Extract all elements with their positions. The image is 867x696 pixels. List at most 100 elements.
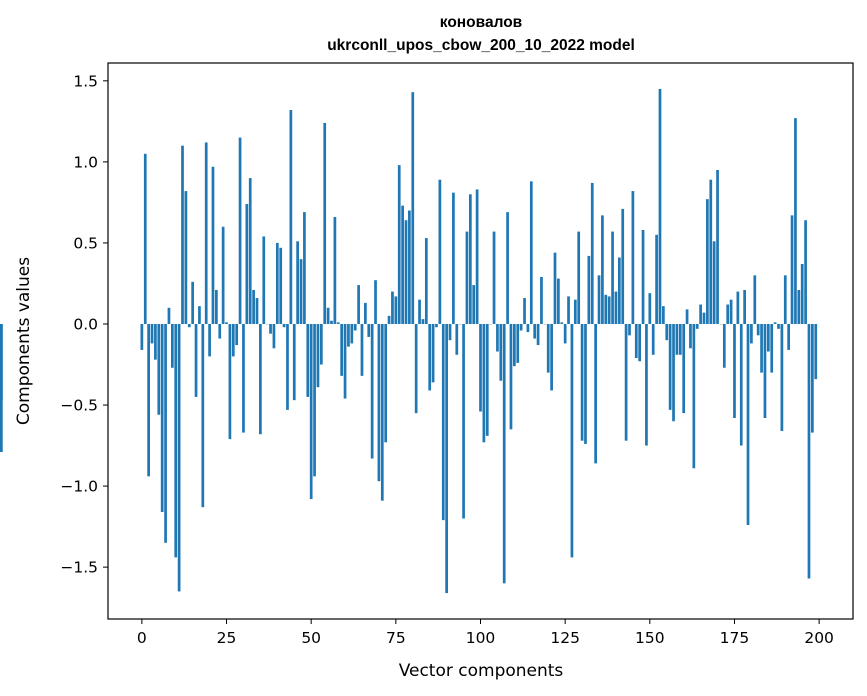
bar-185 (766, 323, 770, 352)
bar-5 (157, 323, 161, 415)
bar-187 (773, 322, 777, 324)
bar-83 (421, 319, 425, 324)
y-tick-label: 0.5 (73, 234, 98, 252)
bar-175 (733, 323, 736, 418)
x-tick-label: 25 (217, 629, 237, 647)
bar-74 (391, 291, 394, 324)
bar-19 (204, 142, 208, 324)
bar-31 (245, 204, 249, 324)
chart-subtitle: ukrconll_upos_cbow_200_10_2022 model (327, 37, 635, 54)
bar-28 (235, 323, 239, 346)
bar-85 (428, 323, 432, 391)
bar-81 (414, 323, 418, 414)
chart-title: коновалов (440, 14, 522, 31)
bar-148 (641, 229, 645, 324)
bar-97 (468, 194, 472, 324)
bar-23 (218, 323, 222, 339)
y-tick-label: 1.5 (73, 72, 98, 90)
x-tick-label: 50 (301, 629, 321, 647)
bar-38 (269, 323, 272, 334)
bar-192 (790, 215, 794, 324)
bar-120 (546, 323, 550, 373)
bar-140 (614, 291, 618, 324)
bar-71 (380, 323, 384, 501)
bar-169 (712, 241, 716, 324)
bar-144 (628, 323, 631, 336)
bar-62 (350, 323, 354, 344)
bar-102 (485, 323, 489, 436)
bar-41 (279, 247, 283, 324)
bar-72 (384, 323, 388, 443)
bar-34 (255, 298, 259, 324)
x-tick-label: 175 (720, 629, 750, 647)
bar-27 (231, 323, 235, 357)
bar-130 (580, 323, 584, 441)
bar-44 (289, 110, 293, 324)
bar-93 (455, 323, 459, 355)
bar-164 (695, 323, 699, 329)
bar-125 (563, 323, 567, 344)
bar-176 (736, 291, 740, 324)
bar-196 (804, 220, 807, 324)
bar-170 (716, 169, 719, 324)
bar-145 (631, 191, 635, 324)
bar-105 (496, 323, 499, 352)
bar-64 (357, 285, 360, 324)
bar-156 (668, 323, 672, 410)
bar-150 (648, 293, 652, 324)
bar-80 (411, 92, 415, 324)
bar-29 (238, 137, 242, 324)
bar-107 (502, 323, 506, 584)
bar-65 (360, 323, 364, 376)
bar-12 (181, 145, 184, 324)
bar-182 (756, 323, 760, 336)
bar-167 (706, 199, 709, 324)
bar-30 (242, 323, 245, 433)
bar-39 (272, 323, 276, 349)
bar-22 (215, 289, 218, 324)
bar-191 (787, 323, 791, 350)
bar-161 (685, 309, 689, 324)
bar-146 (634, 323, 638, 359)
bar-186 (770, 323, 774, 373)
bar-45 (292, 323, 296, 401)
bar-108 (506, 212, 509, 324)
bar-168 (709, 179, 713, 324)
bar-17 (198, 306, 201, 324)
bar-129 (577, 231, 581, 324)
bar-98 (472, 285, 476, 324)
bar-158 (675, 323, 679, 355)
bar-190 (783, 275, 787, 324)
bar-118 (540, 276, 543, 324)
bar-178 (743, 289, 746, 324)
bar-127 (570, 323, 574, 558)
bar-133 (590, 182, 594, 324)
bar-180 (750, 323, 753, 344)
bar-78 (404, 220, 408, 324)
bar-75 (394, 296, 398, 324)
bar-112 (519, 323, 523, 331)
bar-99 (475, 189, 479, 324)
bar-109 (509, 323, 513, 430)
bar-143 (624, 323, 628, 441)
bar-89 (441, 323, 445, 521)
bar-6 (160, 323, 164, 513)
bar-68 (370, 323, 374, 459)
bar-165 (699, 304, 702, 324)
bar-139 (611, 231, 614, 324)
bar-58 (336, 322, 340, 324)
bar-57 (333, 216, 337, 324)
bar-195 (800, 264, 804, 324)
bar-194 (797, 289, 801, 324)
x-tick-label: 200 (804, 629, 834, 647)
bar-95 (462, 323, 465, 519)
bar-131 (584, 323, 587, 444)
bar-50 (309, 323, 313, 500)
y-axis-label: Components values (14, 257, 34, 425)
bar-91 (448, 323, 452, 341)
bar-76 (397, 165, 401, 324)
bar-69 (374, 280, 377, 324)
bar-199 (814, 323, 818, 380)
bar-47 (299, 259, 303, 324)
bar-9 (170, 323, 174, 368)
